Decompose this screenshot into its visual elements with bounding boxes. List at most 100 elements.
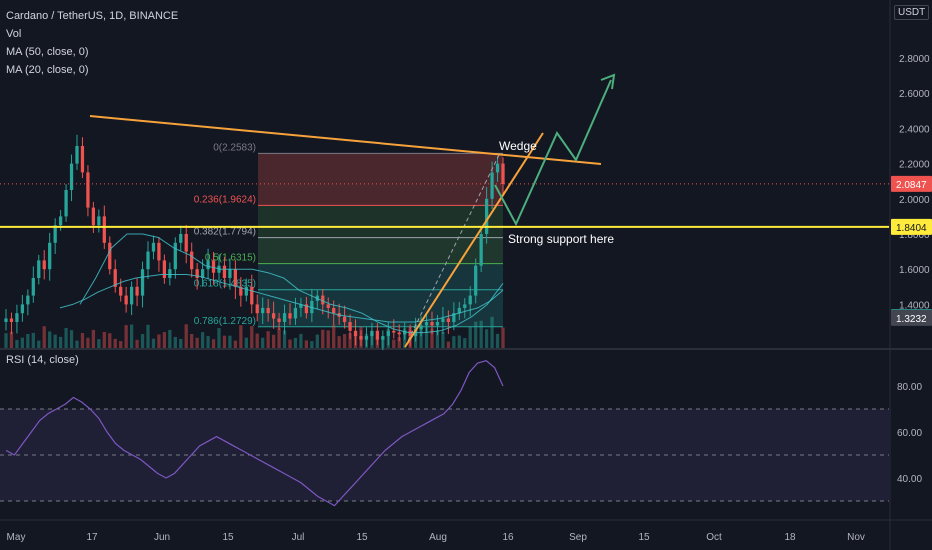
volume-bar-11 bbox=[64, 327, 68, 348]
volume-bar-53 bbox=[293, 337, 298, 348]
volume-bar-4 bbox=[26, 334, 30, 348]
volume-bar-86 bbox=[474, 321, 478, 348]
price-label-bg-1 bbox=[891, 218, 932, 235]
candle-body-13 bbox=[75, 146, 79, 164]
candle-body-3 bbox=[20, 304, 25, 314]
candle-body-72 bbox=[397, 332, 401, 335]
volume-bar-6 bbox=[37, 340, 41, 348]
indicator-ma50[interactable]: MA (50, close, 0) bbox=[6, 46, 89, 58]
candle-body-14 bbox=[80, 146, 85, 173]
candle-body-26 bbox=[146, 251, 150, 270]
projection-path bbox=[494, 79, 612, 227]
candle-body-80 bbox=[441, 318, 445, 322]
fib-label-3: 0.5(1.6315) bbox=[205, 253, 256, 264]
candle-body-21 bbox=[119, 286, 123, 296]
price-label-1: 1.8404 bbox=[896, 223, 927, 234]
candle-body-4 bbox=[26, 295, 30, 305]
volume-bar-27 bbox=[151, 338, 156, 348]
candle-body-35 bbox=[195, 269, 199, 278]
volume-bar-7 bbox=[42, 326, 46, 348]
volume-bar-25 bbox=[140, 334, 145, 348]
volume-bar-80 bbox=[441, 332, 445, 348]
candle-body-86 bbox=[474, 265, 478, 296]
candle-body-1 bbox=[9, 318, 14, 322]
time-tick-12: Nov bbox=[847, 532, 865, 543]
volume-bar-48 bbox=[266, 331, 270, 348]
volume-bar-85 bbox=[468, 326, 472, 348]
candle-body-59 bbox=[326, 304, 330, 308]
candle-body-47 bbox=[261, 307, 265, 314]
volume-bar-15 bbox=[86, 337, 90, 348]
price-label-0: 2.0847 bbox=[896, 180, 927, 191]
candle-body-15 bbox=[86, 172, 90, 208]
candle-body-10 bbox=[58, 216, 63, 226]
volume-bar-58 bbox=[321, 329, 325, 348]
indicator-vol[interactable]: Vol bbox=[6, 28, 22, 40]
volume-bar-40 bbox=[222, 335, 227, 348]
volume-bar-16 bbox=[91, 329, 96, 348]
indicator-ma20[interactable]: MA (20, close, 0) bbox=[6, 64, 89, 76]
volume-bar-50 bbox=[277, 328, 281, 348]
candle-body-55 bbox=[304, 304, 309, 314]
candle-body-87 bbox=[479, 234, 483, 266]
volume-bar-72 bbox=[397, 337, 401, 348]
volume-bar-82 bbox=[452, 336, 456, 348]
candle-body-25 bbox=[140, 269, 145, 296]
candle-body-12 bbox=[69, 163, 74, 190]
volume-bar-3 bbox=[20, 337, 25, 348]
candle-body-2 bbox=[15, 313, 19, 322]
candle-body-67 bbox=[370, 330, 374, 337]
volume-bar-71 bbox=[392, 339, 396, 348]
volume-bar-31 bbox=[173, 336, 177, 348]
fib-label-5: 0.786(1.2729) bbox=[194, 316, 256, 327]
volume-bar-9 bbox=[53, 334, 57, 348]
projection-arrowhead bbox=[600, 73, 616, 90]
time-tick-1: 17 bbox=[86, 532, 98, 543]
candle-body-37 bbox=[206, 260, 210, 270]
volume-bar-14 bbox=[80, 333, 85, 348]
candle-body-53 bbox=[293, 307, 298, 319]
candle-body-32 bbox=[179, 234, 183, 243]
candle-body-6 bbox=[37, 260, 41, 278]
time-tick-9: 15 bbox=[638, 532, 650, 543]
candle-body-8 bbox=[48, 242, 52, 270]
candle-body-0 bbox=[4, 318, 8, 322]
candle-body-63 bbox=[348, 322, 352, 331]
time-tick-10: Oct bbox=[706, 532, 722, 543]
volume-bar-8 bbox=[48, 331, 52, 348]
currency-badge[interactable]: USDT bbox=[894, 5, 930, 20]
candle-body-19 bbox=[108, 242, 112, 270]
price-tick-5: 1.8000 bbox=[899, 230, 930, 241]
ma50-line bbox=[59, 274, 504, 323]
wedge-lower-trendline bbox=[404, 132, 544, 348]
symbol-title[interactable]: Cardano / TetherUS, 1D, BINANCE bbox=[6, 10, 179, 22]
candle-body-73 bbox=[403, 330, 407, 335]
rsi-legend[interactable]: RSI (14, close) bbox=[6, 354, 79, 366]
price-label-bg-3 bbox=[891, 309, 932, 326]
candle-body-83 bbox=[457, 307, 461, 314]
volume-bar-62 bbox=[342, 334, 347, 348]
candle-body-48 bbox=[266, 307, 270, 314]
candle-body-77 bbox=[424, 322, 429, 326]
candle-body-68 bbox=[375, 330, 380, 340]
volume-bar-56 bbox=[310, 341, 314, 348]
volume-bar-21 bbox=[119, 341, 123, 348]
candle-body-31 bbox=[173, 242, 177, 270]
volume-bar-55 bbox=[304, 340, 309, 348]
volume-bar-22 bbox=[124, 325, 128, 348]
volume-bar-26 bbox=[146, 324, 150, 348]
price-tick-0: 2.8000 bbox=[899, 54, 930, 65]
candle-body-34 bbox=[190, 251, 194, 270]
volume-bar-24 bbox=[135, 339, 139, 348]
fib-anchor-line bbox=[404, 152, 501, 348]
candle-body-29 bbox=[162, 260, 167, 278]
candle-body-74 bbox=[408, 330, 412, 337]
candle-body-84 bbox=[463, 304, 467, 308]
volume-bar-43 bbox=[239, 325, 243, 348]
candle-body-33 bbox=[184, 234, 188, 252]
time-tick-5: 15 bbox=[356, 532, 368, 543]
volume-bar-83 bbox=[457, 335, 461, 348]
volume-bar-88 bbox=[484, 329, 489, 348]
candle-body-88 bbox=[484, 198, 489, 234]
